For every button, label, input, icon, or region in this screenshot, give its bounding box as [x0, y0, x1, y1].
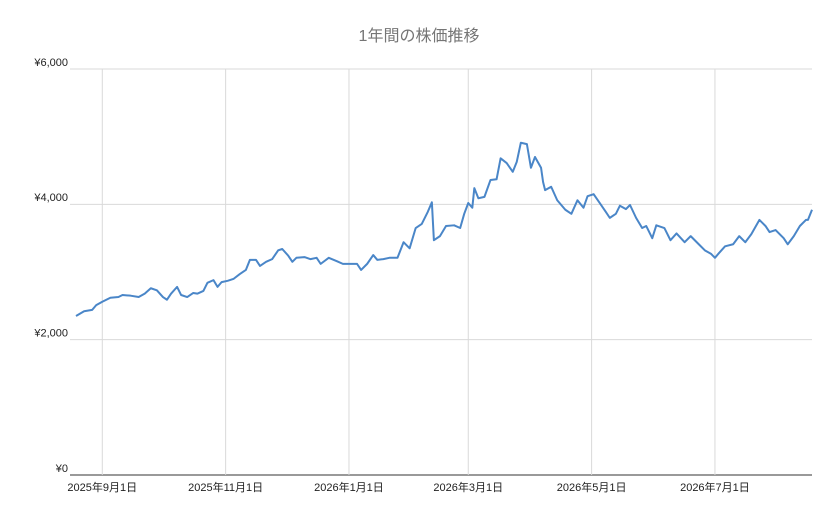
y-tick-label: ¥0 [55, 463, 68, 475]
y-tick-label: ¥6,000 [33, 57, 68, 69]
x-tick-label: 2025年11月1日 [188, 480, 263, 494]
chart-title: 1年間の株価推移 [359, 27, 480, 45]
x-tick-label: 2026年3月1日 [433, 480, 503, 494]
price-line [75, 141, 813, 317]
x-tick-label: 2025年9月1日 [67, 480, 137, 494]
y-tick-label: ¥4,000 [33, 192, 68, 204]
y-tick-label: ¥2,000 [33, 328, 68, 340]
x-tick-label: 2026年7月1日 [680, 480, 750, 494]
x-tick-label: 2026年5月1日 [557, 480, 627, 494]
x-tick-label: 2026年1月1日 [314, 480, 384, 494]
